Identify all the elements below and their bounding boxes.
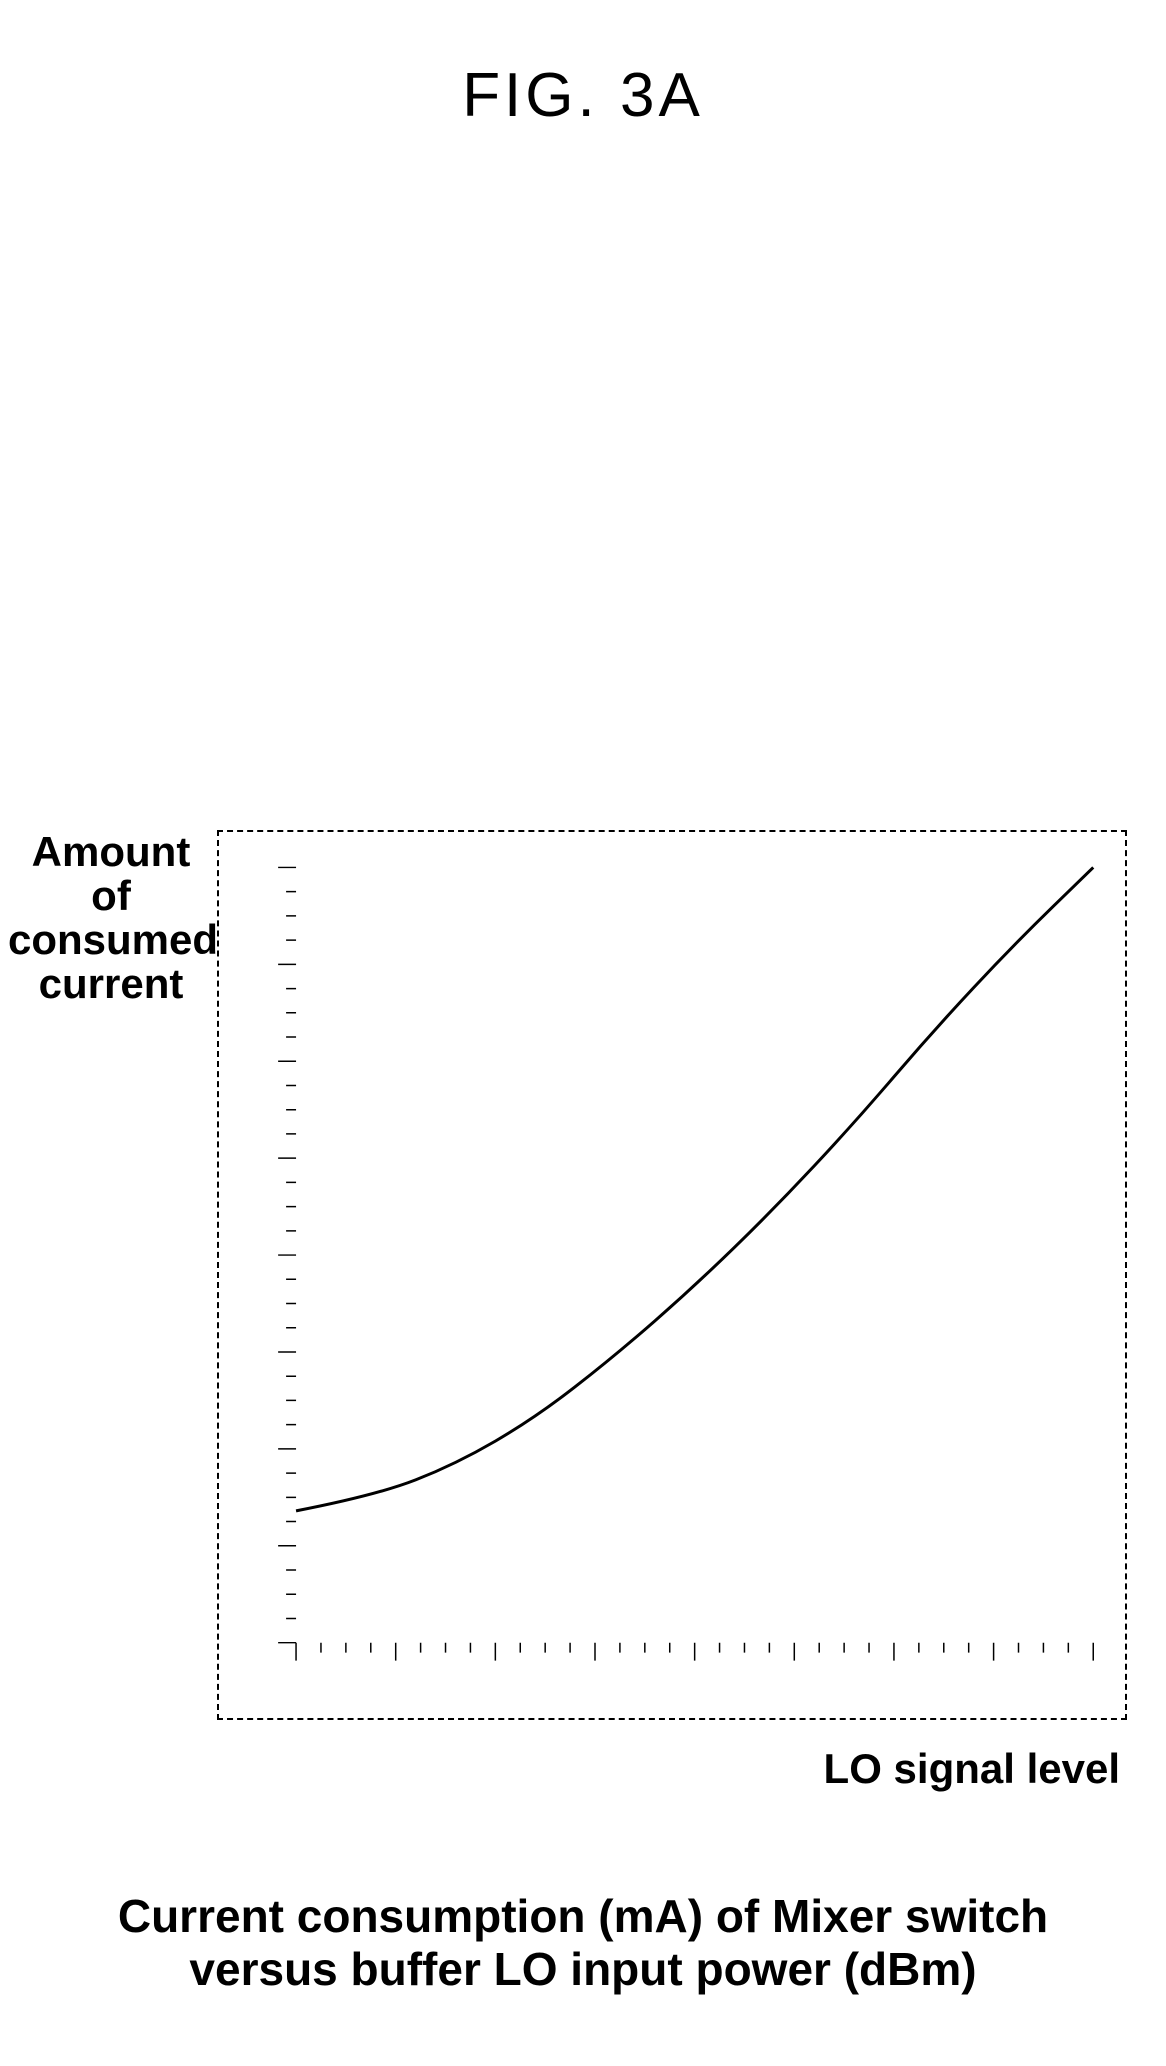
chart-container	[217, 830, 1127, 1720]
data-curve	[296, 867, 1093, 1510]
ylabel-line: Amount	[8, 830, 214, 874]
chart-svg	[219, 832, 1125, 1718]
caption-line: versus buffer LO input power (dBm)	[0, 1943, 1166, 1996]
figure-title: FIG. 3A	[0, 60, 1166, 131]
chart-caption: Current consumption (mA) of Mixer switch…	[0, 1890, 1166, 1996]
ylabel-line: current	[8, 962, 214, 1006]
ylabel-line: consumed	[8, 918, 214, 962]
y-axis-label: Amount of consumed current	[8, 830, 214, 1006]
axis-ticks	[278, 867, 1093, 1660]
caption-line: Current consumption (mA) of Mixer switch	[0, 1890, 1166, 1943]
ylabel-line: of	[8, 874, 214, 918]
x-axis-label: LO signal level	[0, 1745, 1120, 1793]
